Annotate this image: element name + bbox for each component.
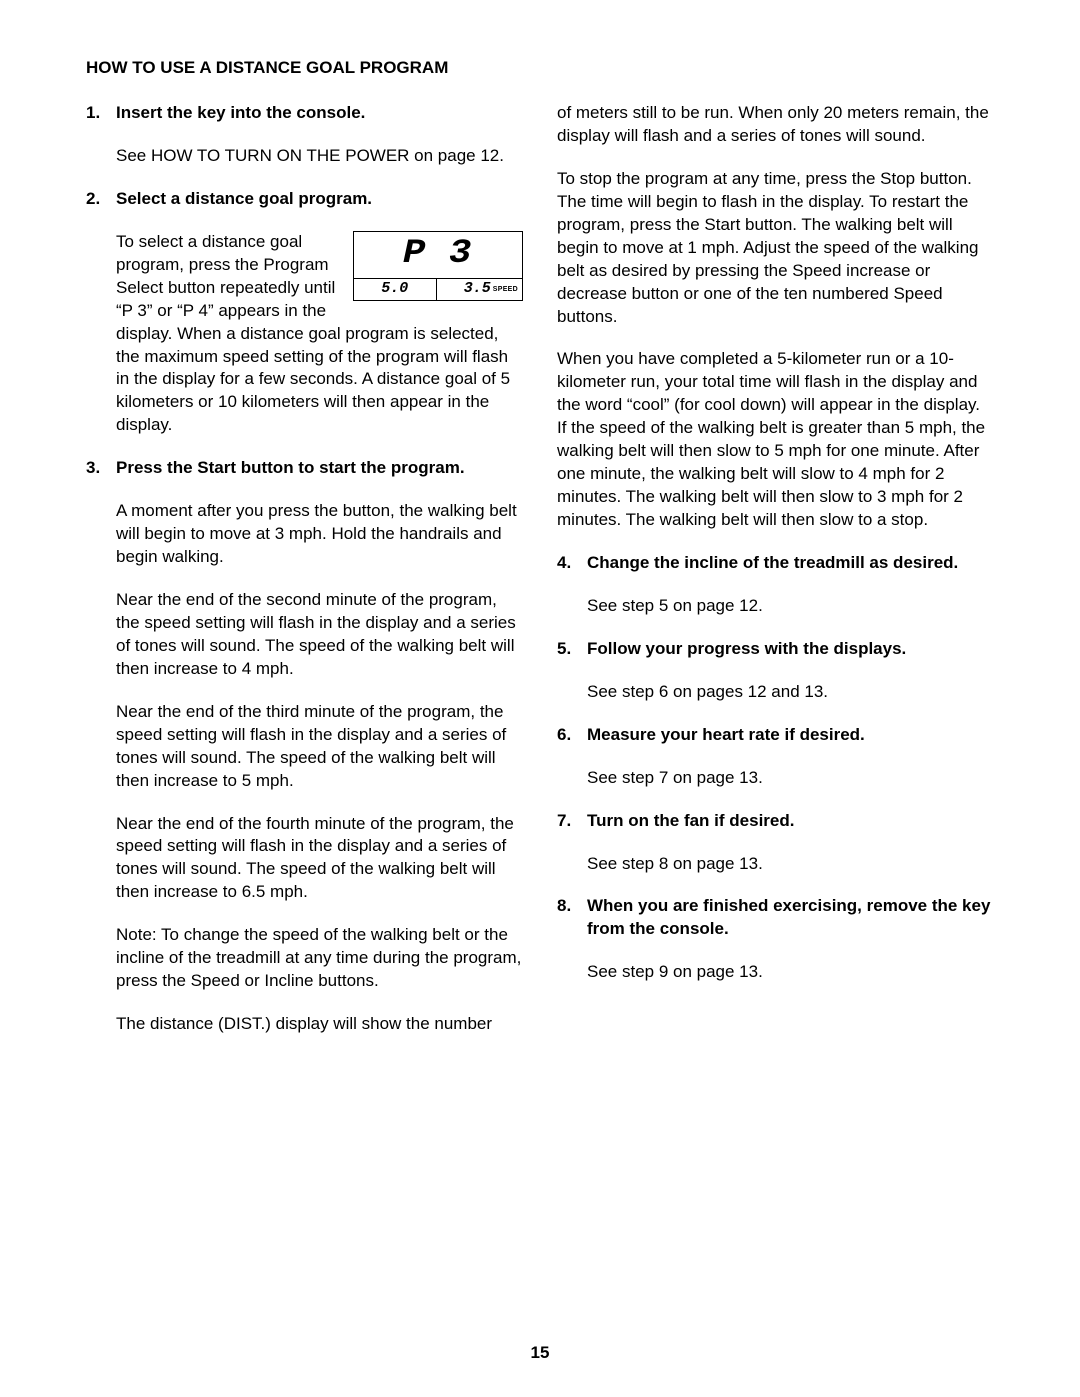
body-text: A moment after you press the button, the… — [116, 500, 523, 569]
right-column: of meters still to be run. When only 20 … — [557, 102, 994, 1056]
lcd-speed-label: SPEED — [493, 285, 518, 294]
body-text: See step 6 on pages 12 and 13. — [587, 681, 994, 704]
lcd-bottom-row: 5.0 3.5 SPEED — [354, 278, 522, 300]
step-3: 3. Press the Start button to start the p… — [86, 457, 523, 480]
body-text: See step 5 on page 12. — [587, 595, 994, 618]
lcd-program-letter: P — [402, 232, 427, 278]
step-number: 6. — [557, 724, 587, 747]
left-column: 1. Insert the key into the console. See … — [86, 102, 523, 1056]
step-8: 8. When you are finished exercising, rem… — [557, 895, 994, 941]
step-number: 3. — [86, 457, 116, 480]
body-text: See step 9 on page 13. — [587, 961, 994, 984]
body-text: See step 8 on page 13. — [587, 853, 994, 876]
page-heading: HOW TO USE A DISTANCE GOAL PROGRAM — [86, 58, 994, 78]
page-number: 15 — [0, 1343, 1080, 1363]
step-number: 1. — [86, 102, 116, 125]
body-text: To stop the program at any time, press t… — [557, 168, 994, 329]
step-title: Turn on the fan if desired. — [587, 811, 794, 830]
content-columns: 1. Insert the key into the console. See … — [86, 102, 994, 1056]
step-number: 2. — [86, 188, 116, 211]
step-number: 8. — [557, 895, 587, 941]
lcd-figure: P 3 5.0 3.5 SPEED — [353, 231, 523, 301]
body-text: When you have completed a 5-kilometer ru… — [557, 348, 994, 532]
lcd-speed-value: 3.5 — [464, 279, 491, 299]
lcd-top-row: P 3 — [354, 232, 522, 278]
lcd-left-value: 5.0 — [354, 279, 437, 300]
body-text-with-figure: P 3 5.0 3.5 SPEED To select a distance g… — [116, 231, 523, 437]
step-2: 2. Select a distance goal program. — [86, 188, 523, 211]
step-4: 4. Change the incline of the treadmill a… — [557, 552, 994, 575]
step-5: 5. Follow your progress with the display… — [557, 638, 994, 661]
body-text: Note: To change the speed of the walking… — [116, 924, 523, 993]
step-number: 4. — [557, 552, 587, 575]
step-title: When you are finished exercising, remove… — [587, 896, 990, 938]
step-number: 7. — [557, 810, 587, 833]
step-number: 5. — [557, 638, 587, 661]
step-title: Select a distance goal program. — [116, 189, 372, 208]
body-text: Near the end of the fourth minute of the… — [116, 813, 523, 905]
body-text: Near the end of the third minute of the … — [116, 701, 523, 793]
lcd-right-value: 3.5 SPEED — [437, 279, 523, 300]
body-text: Near the end of the second minute of the… — [116, 589, 523, 681]
lcd-program-number: 3 — [449, 232, 474, 278]
step-6: 6. Measure your heart rate if desired. — [557, 724, 994, 747]
step-7: 7. Turn on the fan if desired. — [557, 810, 994, 833]
step-title: Change the incline of the treadmill as d… — [587, 553, 958, 572]
step-title: Press the Start button to start the prog… — [116, 458, 465, 477]
step-title: Follow your progress with the displays. — [587, 639, 906, 658]
step-1: 1. Insert the key into the console. — [86, 102, 523, 125]
step-title: Insert the key into the console. — [116, 103, 365, 122]
step-title: Measure your heart rate if desired. — [587, 725, 865, 744]
body-text: See step 7 on page 13. — [587, 767, 994, 790]
lcd-display: P 3 5.0 3.5 SPEED — [353, 231, 523, 301]
body-text: The distance (DIST.) display will show t… — [116, 1013, 523, 1036]
body-text: See HOW TO TURN ON THE POWER on page 12. — [116, 145, 523, 168]
body-text: of meters still to be run. When only 20 … — [557, 102, 994, 148]
